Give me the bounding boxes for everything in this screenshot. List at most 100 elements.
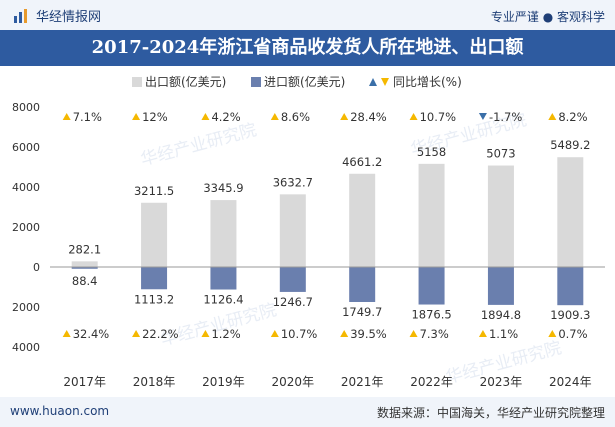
import-growth-label: 7.3% — [420, 327, 449, 341]
import-growth-label: 1.1% — [489, 327, 518, 341]
title-bar: 2017-2024年浙江省商品收发货人所在地进、出口额 — [0, 30, 615, 66]
y-tick-label: 6000 — [12, 141, 40, 154]
x-tick-label: 2020年 — [272, 375, 315, 389]
import-growth-arrow-icon — [201, 330, 210, 337]
footer-url[interactable]: www.huaon.com — [10, 404, 110, 418]
brand-name: 华经情报网 — [36, 10, 102, 25]
export-bar[interactable] — [487, 165, 514, 267]
export-growth-label: 7.1% — [73, 110, 102, 124]
legend-swatch-import — [251, 77, 261, 87]
export-value-label: 5158 — [417, 145, 446, 159]
watermark-text: 华经产业研究院 — [159, 300, 279, 350]
import-bar[interactable] — [141, 267, 168, 290]
export-growth-arrow-icon — [340, 113, 349, 120]
x-tick-label: 2019年 — [202, 375, 245, 389]
export-growth-label: 10.7% — [420, 110, 457, 124]
slogan: 专业严谨 ● 客观科学 — [490, 10, 605, 24]
legend-label-growth: 同比增长(%) — [393, 75, 462, 89]
export-value-label: 5073 — [486, 147, 515, 161]
export-value-label: 4661.2 — [342, 155, 382, 169]
watermark-text: 华经产业研究院 — [139, 120, 259, 170]
top-bar: 华经情报网 专业严谨 ● 客观科学 — [0, 0, 615, 30]
export-growth-label: 4.2% — [211, 110, 240, 124]
chart-title: 2017-2024年浙江省商品收发货人所在地进、出口额 — [91, 37, 524, 58]
import-bar[interactable] — [210, 267, 237, 290]
import-bar[interactable] — [71, 267, 98, 269]
x-tick-label: 2021年 — [341, 375, 384, 389]
export-value-label: 3632.7 — [273, 175, 313, 189]
export-growth-label: -1.7% — [489, 110, 522, 124]
export-growth-label: 8.6% — [281, 110, 310, 124]
export-bar[interactable] — [210, 200, 237, 267]
export-growth-arrow-icon — [478, 113, 487, 120]
brand[interactable]: 华经情报网 — [12, 6, 101, 25]
x-tick-label: 2023年 — [480, 375, 523, 389]
import-value-label: 1126.4 — [203, 293, 243, 307]
footer-source: 数据来源：中国海关，华经产业研究院整理 — [376, 406, 605, 420]
import-growth-arrow-icon — [409, 330, 418, 337]
import-growth-label: 1.2% — [211, 327, 240, 341]
import-bar[interactable] — [279, 267, 306, 292]
y-tick-label: 4000 — [12, 341, 40, 354]
import-bar[interactable] — [418, 267, 445, 305]
import-value-label: 1909.3 — [550, 308, 590, 322]
import-bar[interactable] — [349, 267, 376, 302]
import-value-label: 1246.7 — [273, 295, 313, 309]
export-bar[interactable] — [71, 261, 98, 267]
import-value-label: 88.4 — [72, 274, 98, 288]
import-growth-arrow-icon — [478, 330, 487, 337]
x-tick-label: 2017年 — [63, 375, 106, 389]
import-value-label: 1876.5 — [411, 308, 451, 322]
legend-up-arrow-icon — [369, 78, 377, 86]
import-growth-arrow-icon — [62, 330, 71, 337]
legend-swatch-export — [132, 77, 142, 87]
export-growth-arrow-icon — [62, 113, 71, 120]
y-tick-label: 8000 — [12, 101, 40, 114]
x-tick-label: 2022年 — [410, 375, 453, 389]
export-value-label: 5489.2 — [550, 138, 590, 152]
y-tick-label: 4000 — [12, 181, 40, 194]
logo-icon — [14, 8, 27, 23]
import-growth-label: 0.7% — [558, 327, 587, 341]
import-growth-arrow-icon — [340, 330, 349, 337]
import-bar[interactable] — [487, 267, 514, 305]
import-growth-label: 32.4% — [73, 327, 110, 341]
legend-label-import: 进口额(亿美元) — [264, 74, 345, 89]
export-value-label: 282.1 — [68, 242, 101, 256]
import-growth-arrow-icon — [270, 330, 279, 337]
export-bar[interactable] — [279, 194, 306, 267]
export-bar[interactable] — [557, 157, 584, 267]
export-growth-label: 8.2% — [558, 110, 587, 124]
y-tick-label: 2000 — [12, 301, 40, 314]
import-value-label: 1894.8 — [481, 308, 521, 322]
export-growth-arrow-icon — [270, 113, 279, 120]
export-growth-arrow-icon — [548, 113, 557, 120]
import-bar[interactable] — [557, 267, 584, 306]
export-value-label: 3211.5 — [134, 184, 174, 198]
export-value-label: 3345.9 — [203, 181, 243, 195]
y-tick-label: 2000 — [12, 221, 40, 234]
export-bar[interactable] — [418, 163, 445, 267]
legend-label-export: 出口额(亿美元) — [145, 74, 226, 89]
export-growth-label: 28.4% — [350, 110, 387, 124]
export-growth-label: 12% — [142, 110, 168, 124]
import-value-label: 1749.7 — [342, 305, 382, 319]
x-tick-label: 2018年 — [133, 375, 176, 389]
import-growth-arrow-icon — [132, 330, 141, 337]
x-tick-label: 2024年 — [549, 375, 592, 389]
legend-down-arrow-icon — [381, 78, 389, 86]
export-bar[interactable] — [349, 173, 376, 267]
y-tick-label: 0 — [33, 261, 40, 274]
import-growth-arrow-icon — [548, 330, 557, 337]
export-growth-arrow-icon — [409, 113, 418, 120]
export-growth-arrow-icon — [132, 113, 141, 120]
import-value-label: 1113.2 — [134, 292, 174, 306]
import-growth-label: 39.5% — [350, 327, 387, 341]
import-growth-label: 10.7% — [281, 327, 318, 341]
import-growth-label: 22.2% — [142, 327, 179, 341]
footer: www.huaon.com 数据来源：中国海关，华经产业研究院整理 — [0, 397, 615, 427]
export-bar[interactable] — [141, 202, 168, 267]
export-growth-arrow-icon — [201, 113, 210, 120]
